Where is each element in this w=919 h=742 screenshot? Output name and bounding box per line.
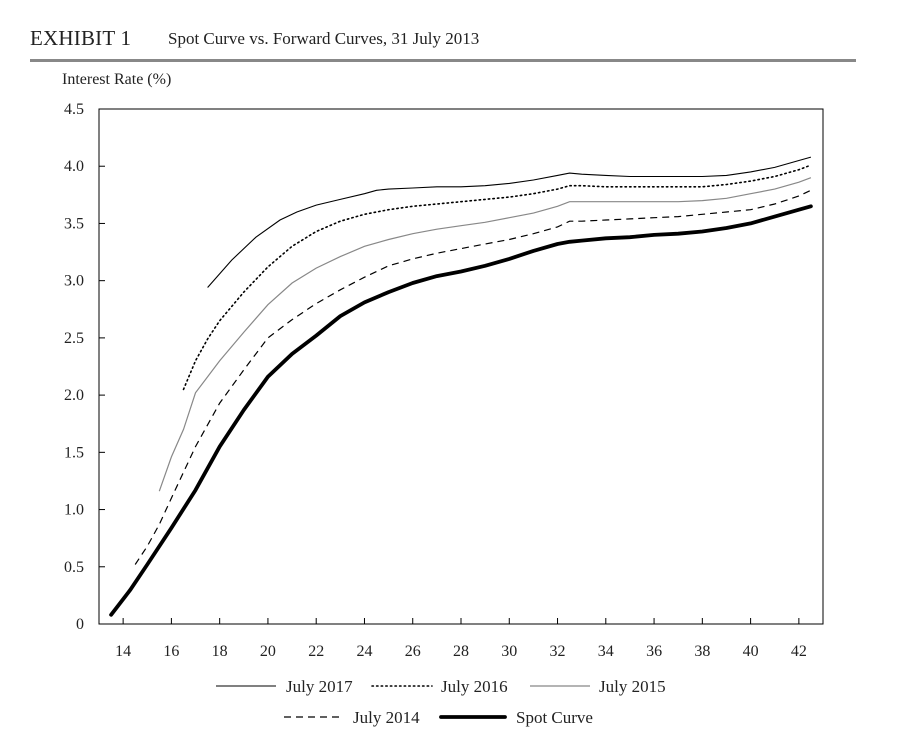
legend-item-spot-curve: Spot Curve [439,708,593,727]
y-tick-label: 3.5 [64,215,84,232]
y-tick-label: 2.5 [64,330,84,347]
y-axis: 0 0.5 1.0 1.5 2.0 2.5 3.0 3.5 4.0 4.5 [64,101,105,633]
y-tick-label: 4.0 [64,158,84,175]
x-tick-label: 28 [453,643,469,660]
header-rule [30,59,856,62]
legend: July 2017 July 2016 July 2015 July 2014 Spot… [216,677,666,727]
y-tick-label: 1.0 [64,502,84,519]
y-tick-label: 1.5 [64,444,84,461]
y-tick-label: 0.5 [64,559,84,576]
series-line-july-2015 [158,177,812,492]
x-tick-label: 26 [405,643,421,660]
x-tick-label: 42 [791,643,807,660]
legend-label: July 2017 [286,677,353,696]
series-line-july-2017 [207,156,812,288]
legend-label: July 2014 [353,708,420,727]
chart-title: Spot Curve vs. Forward Curves, 31 July 2… [168,29,480,48]
x-tick-label: 40 [743,643,759,660]
x-tick-label: 38 [694,643,710,660]
x-tick-label: 24 [356,643,372,660]
x-tick-label: 14 [115,643,131,660]
x-axis: 14 16 18 20 22 24 26 28 30 32 34 36 38 40 42 [115,618,807,660]
legend-item-july-2014: July 2014 [284,708,420,727]
x-tick-label: 18 [212,643,228,660]
series-line-july-2014 [134,189,812,565]
legend-label: July 2015 [599,677,666,696]
legend-item-july-2015: July 2015 [530,677,666,696]
exhibit-label: EXHIBIT 1 [30,26,132,50]
x-tick-label: 30 [501,643,517,660]
legend-item-july-2016: July 2016 [371,677,508,696]
y-tick-label: 0 [76,616,84,633]
x-tick-label: 34 [598,643,614,660]
exhibit-header: EXHIBIT 1 Spot Curve vs. Forward Curves,… [30,26,856,62]
x-tick-label: 36 [646,643,662,660]
legend-label: Spot Curve [516,708,593,727]
legend-item-july-2017: July 2017 [216,677,353,696]
x-tick-label: 20 [260,643,276,660]
y-tick-label: 4.5 [64,101,84,118]
series-lines [109,156,813,617]
series-line-spot-curve [109,204,813,617]
legend-label: July 2016 [441,677,508,696]
x-tick-label: 32 [550,643,566,660]
x-tick-label: 22 [308,643,324,660]
y-tick-label: 3.0 [64,273,84,290]
y-tick-label: 2.0 [64,387,84,404]
y-axis-label: Interest Rate (%) [62,71,171,88]
series-line-july-2016 [182,164,812,391]
x-tick-label: 16 [163,643,179,660]
